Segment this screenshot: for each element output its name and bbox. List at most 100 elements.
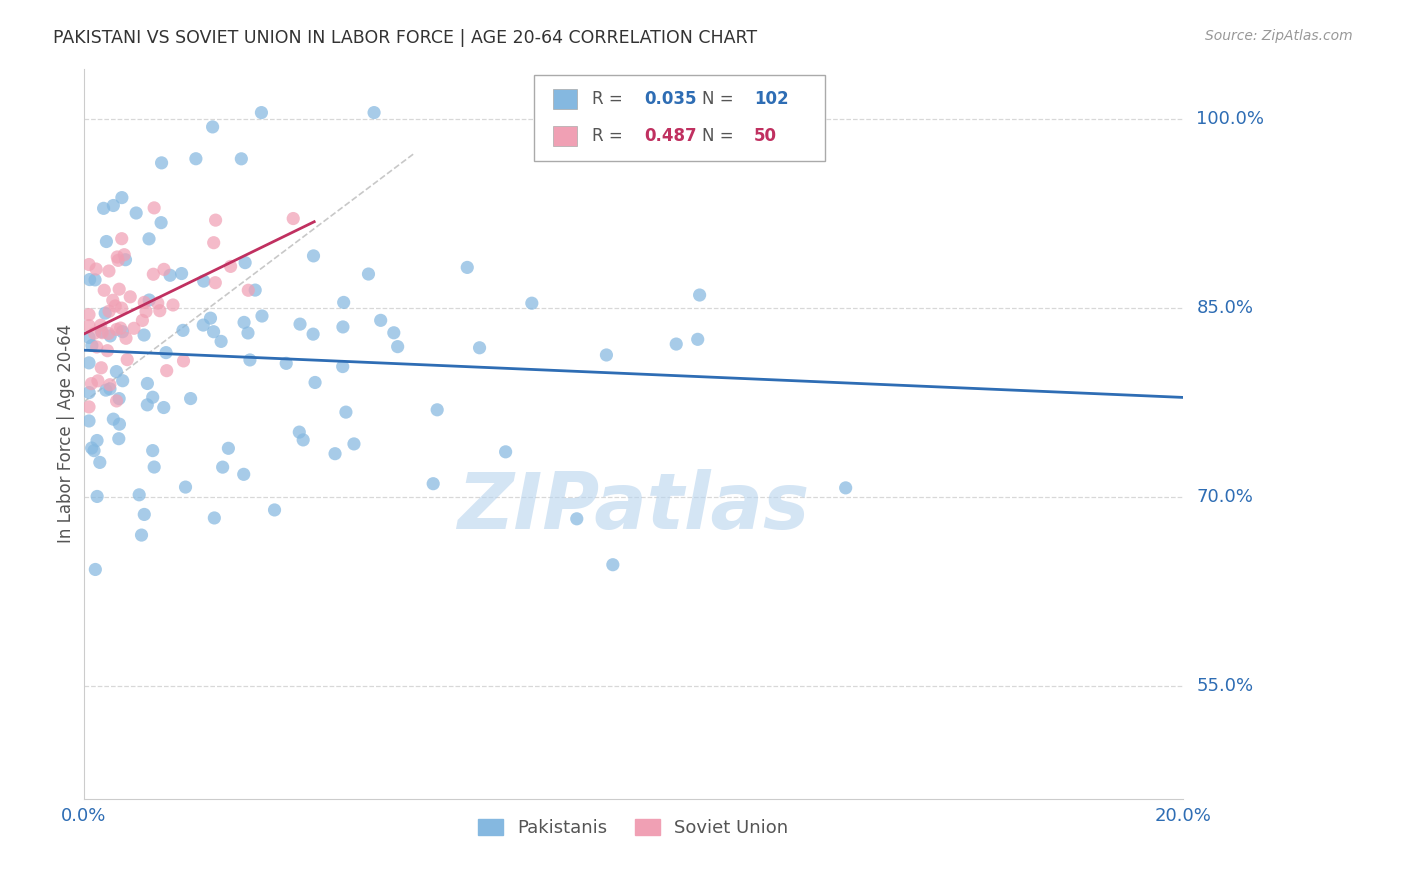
Point <box>231 152 253 166</box>
Legend: Pakistanis, Soviet Union: Pakistanis, Soviet Union <box>471 812 796 845</box>
Y-axis label: In Labor Force | Age 20-64: In Labor Force | Age 20-64 <box>58 324 75 543</box>
Point <box>105 322 128 336</box>
Point <box>209 334 232 349</box>
Point <box>172 323 194 337</box>
Text: 50: 50 <box>754 127 778 145</box>
Point <box>232 467 254 482</box>
Point <box>602 558 624 572</box>
Point <box>302 249 325 263</box>
Point <box>80 441 103 455</box>
Point <box>304 376 326 390</box>
Point <box>97 326 120 341</box>
Point <box>156 364 179 378</box>
Point <box>250 309 273 323</box>
Point <box>382 326 405 340</box>
Point <box>250 105 273 120</box>
Point <box>343 437 366 451</box>
Point <box>108 417 131 432</box>
Point <box>104 299 127 313</box>
Point <box>834 481 856 495</box>
Point <box>105 250 128 264</box>
Point <box>98 304 121 318</box>
Point <box>665 337 688 351</box>
Point <box>111 232 134 246</box>
Point <box>201 120 224 134</box>
Point <box>150 216 173 230</box>
Point <box>595 348 617 362</box>
Point <box>108 392 131 406</box>
Point <box>115 331 138 345</box>
Point <box>97 264 120 278</box>
Point <box>84 262 107 277</box>
Point <box>77 330 100 344</box>
Point <box>89 455 111 469</box>
Point <box>134 295 156 310</box>
Point <box>115 352 138 367</box>
Point <box>426 402 449 417</box>
Point <box>90 318 112 333</box>
Point <box>202 235 225 250</box>
Point <box>94 306 117 320</box>
Point <box>131 528 153 542</box>
Point <box>245 283 267 297</box>
Point <box>98 377 121 392</box>
Point <box>292 433 315 447</box>
Point <box>98 329 121 343</box>
Point <box>288 425 311 439</box>
Point <box>101 293 124 308</box>
Point <box>120 290 142 304</box>
Point <box>370 313 392 327</box>
Point <box>110 301 132 315</box>
Point <box>143 201 166 215</box>
Point <box>302 327 325 342</box>
Point <box>135 304 157 318</box>
Point <box>174 480 197 494</box>
Point <box>136 398 159 412</box>
Point <box>193 274 215 288</box>
Point <box>456 260 478 275</box>
Point <box>332 359 354 374</box>
Point <box>159 268 181 283</box>
Point <box>565 512 588 526</box>
Point <box>105 365 128 379</box>
Point <box>288 317 311 331</box>
Point <box>103 198 125 212</box>
Point <box>468 341 491 355</box>
Point <box>217 442 239 456</box>
Point <box>80 376 103 391</box>
Point <box>79 272 101 286</box>
Point <box>142 390 165 404</box>
Point <box>150 156 173 170</box>
Text: 70.0%: 70.0% <box>1197 488 1253 506</box>
Point <box>520 296 543 310</box>
Point <box>193 318 215 332</box>
Point <box>332 320 354 334</box>
Point <box>77 356 100 370</box>
Point <box>91 326 114 340</box>
Point <box>111 325 134 339</box>
Point <box>96 235 118 249</box>
Point <box>77 385 100 400</box>
Point <box>180 392 202 406</box>
Point <box>83 326 105 341</box>
Point <box>200 311 222 326</box>
Point <box>77 308 100 322</box>
Point <box>142 267 165 281</box>
Point <box>233 315 256 329</box>
Point <box>86 340 108 354</box>
Text: 100.0%: 100.0% <box>1197 110 1264 128</box>
Point <box>107 432 129 446</box>
Text: R =: R = <box>592 90 623 108</box>
Point <box>138 232 160 246</box>
Point <box>138 293 160 307</box>
Point <box>204 213 226 227</box>
Point <box>283 211 305 226</box>
Point <box>90 360 112 375</box>
Point <box>87 374 110 388</box>
Point <box>131 313 153 327</box>
Point <box>93 202 115 216</box>
Point <box>236 326 259 340</box>
Point <box>162 298 184 312</box>
Point <box>80 338 103 352</box>
Point <box>152 401 174 415</box>
